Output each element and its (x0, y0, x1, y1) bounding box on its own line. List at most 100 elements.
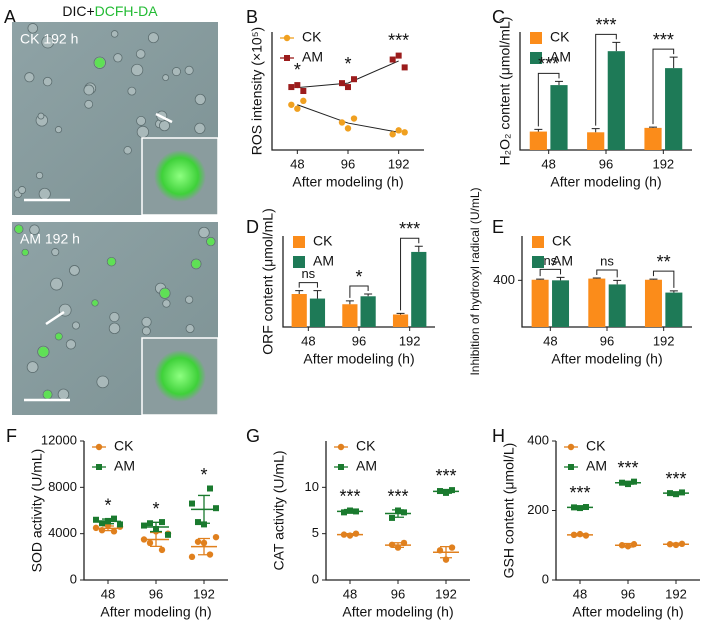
cell (18, 186, 27, 194)
stain-title-dic: DIC+ (62, 3, 94, 19)
point (188, 553, 196, 561)
error-bar (534, 128, 543, 132)
x-tick-label: 48 (290, 156, 304, 171)
point (141, 522, 147, 529)
bar (342, 304, 358, 327)
point (201, 521, 207, 528)
x-tick-label: 192 (652, 156, 674, 171)
point (395, 52, 402, 59)
legend-marker (567, 443, 575, 451)
legend-label: AM (114, 458, 135, 474)
cell (184, 65, 194, 75)
y-axis-title: ORF content (μmol/mL) (260, 208, 276, 355)
x-tick-label: 96 (621, 586, 635, 601)
error-bar (536, 278, 545, 280)
point (93, 516, 99, 523)
point (288, 101, 295, 108)
cell (24, 72, 35, 83)
panel-label: C (492, 7, 505, 27)
legend-marker (284, 55, 290, 61)
point (117, 521, 123, 528)
y-axis-title: SOD activity (U/mL) (29, 449, 45, 573)
bar (411, 251, 427, 327)
cell (194, 93, 206, 105)
cell (50, 277, 63, 291)
x-tick-label: 96 (149, 586, 163, 601)
legend-swatch (530, 32, 542, 44)
bar (531, 279, 549, 327)
y-axis-title: H₂O₂ content (μmol/mL) (497, 17, 513, 166)
bar (360, 296, 376, 327)
cell (110, 30, 119, 38)
point (294, 105, 301, 112)
error-bar (669, 290, 678, 293)
point (300, 97, 307, 105)
y-tick-label: 400 (493, 272, 515, 287)
cell (141, 326, 151, 336)
panel-label: B (246, 7, 258, 27)
arrow (155, 112, 173, 124)
point (401, 64, 408, 71)
error-bar (392, 542, 404, 549)
cell (135, 49, 146, 59)
error-bar (396, 312, 405, 315)
point (448, 544, 456, 551)
significance: ns (543, 253, 557, 268)
error-bar (554, 80, 563, 86)
fluorescent-cell (160, 288, 170, 298)
legend-swatch (532, 256, 544, 268)
cell (65, 339, 76, 350)
point (194, 538, 202, 545)
y-axis-title: ROS intensity (×10⁵) (249, 27, 265, 155)
cell (185, 295, 194, 304)
x-tick-label: 192 (653, 333, 675, 348)
bar (550, 85, 568, 150)
point (401, 509, 407, 516)
fluorescent-cell (43, 390, 52, 399)
bracket (596, 269, 618, 278)
x-tick-label: 192 (399, 333, 421, 348)
cell (147, 32, 159, 44)
error-bar (613, 279, 622, 285)
fluorescent-cell (14, 225, 23, 233)
image-label: CK 192 h (20, 31, 78, 47)
bar (552, 280, 570, 327)
error-bar (345, 300, 354, 305)
cell (127, 86, 137, 96)
error-bar (344, 508, 356, 514)
bar (587, 132, 605, 150)
legend-marker (95, 443, 103, 451)
significance: * (200, 465, 207, 485)
significance: *** (387, 487, 408, 507)
cell (83, 84, 95, 96)
fluorescent-cell (55, 333, 62, 340)
error-bar (414, 245, 423, 252)
x-tick-label: 48 (301, 333, 315, 348)
point (213, 505, 219, 512)
cell (136, 125, 150, 139)
legend-label: CK (586, 438, 606, 454)
cell (185, 324, 195, 334)
point (158, 546, 166, 554)
inset-cell (154, 150, 206, 202)
error-bar (344, 533, 356, 537)
bar (291, 294, 307, 327)
axes (282, 236, 435, 328)
bracket (400, 237, 420, 311)
panel-label: F (6, 426, 17, 446)
significance: *** (339, 486, 360, 506)
significance: *** (665, 469, 686, 489)
x-tick-label: 96 (600, 333, 614, 348)
significance: * (355, 267, 362, 287)
legend-label: CK (356, 438, 376, 454)
cell (42, 76, 53, 87)
legend-marker (283, 34, 291, 42)
point (110, 528, 118, 535)
y-tick-label: 10 (305, 479, 319, 494)
y-tick-label: 400 (527, 432, 549, 447)
significance: ns (600, 253, 614, 268)
point (294, 82, 301, 89)
cell (29, 224, 40, 235)
inset-cell (154, 350, 206, 402)
